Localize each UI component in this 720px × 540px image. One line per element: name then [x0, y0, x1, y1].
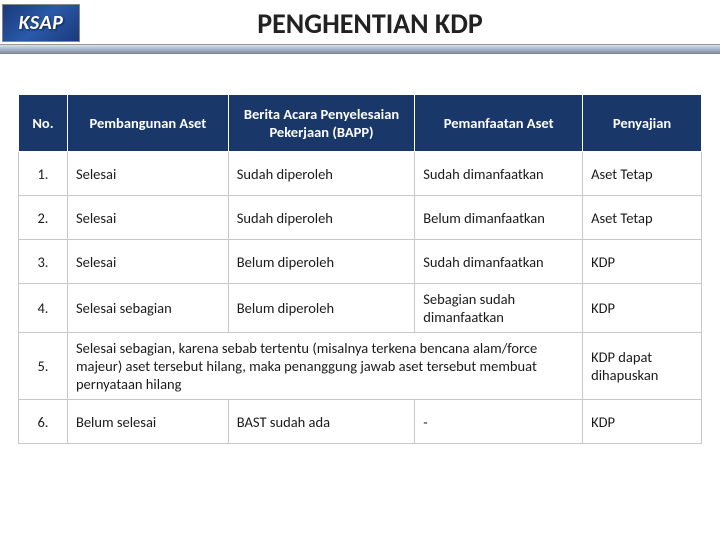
- ksap-logo: KSAP: [2, 4, 80, 42]
- page-title: PENGHENTIAN KDP: [80, 6, 720, 41]
- table-row: 1.SelesaiSudah diperolehSudah dimanfaatk…: [19, 152, 702, 196]
- col-no: No.: [19, 95, 68, 152]
- cell-penyajian: Aset Tetap: [583, 152, 702, 196]
- cell-pembangunan: Selesai: [67, 196, 228, 240]
- col-pembangunan: Pembangunan Aset: [67, 95, 228, 152]
- cell-no: 3.: [19, 240, 68, 284]
- table-container: No. Pembangunan Aset Berita Acara Penyel…: [0, 54, 720, 444]
- cell-pembangunan: Belum selesai: [67, 400, 228, 444]
- table-row: 3.SelesaiBelum diperolehSudah dimanfaatk…: [19, 240, 702, 284]
- table-body: 1.SelesaiSudah diperolehSudah dimanfaatk…: [19, 152, 702, 444]
- table-header-row: No. Pembangunan Aset Berita Acara Penyel…: [19, 95, 702, 152]
- cell-bapp: Sudah diperoleh: [228, 196, 414, 240]
- cell-penyajian: KDP: [583, 284, 702, 333]
- cell-pemanfaatan: Belum dimanfaatkan: [415, 196, 583, 240]
- logo-text: KSAP: [19, 11, 64, 35]
- header-gradient-bar: [0, 44, 720, 54]
- col-pemanfaatan: Pemanfaatan Aset: [415, 95, 583, 152]
- cell-no: 5.: [19, 333, 68, 400]
- cell-pemanfaatan: -: [415, 400, 583, 444]
- cell-pemanfaatan: Sudah dimanfaatkan: [415, 152, 583, 196]
- table-row: 5.Selesai sebagian, karena sebab tertent…: [19, 333, 702, 400]
- col-bapp: Berita Acara Penyelesaian Pekerjaan (BAP…: [228, 95, 414, 152]
- cell-no: 1.: [19, 152, 68, 196]
- cell-no: 2.: [19, 196, 68, 240]
- kdp-table: No. Pembangunan Aset Berita Acara Penyel…: [18, 94, 702, 444]
- table-row: 4.Selesai sebagianBelum diperolehSebagia…: [19, 284, 702, 333]
- cell-pembangunan: Selesai: [67, 152, 228, 196]
- cell-bapp: BAST sudah ada: [228, 400, 414, 444]
- cell-no: 4.: [19, 284, 68, 333]
- header: KSAP PENGHENTIAN KDP: [0, 0, 720, 42]
- cell-penyajian: KDP: [583, 400, 702, 444]
- cell-no: 6.: [19, 400, 68, 444]
- cell-penyajian: KDP: [583, 240, 702, 284]
- table-row: 6.Belum selesaiBAST sudah ada-KDP: [19, 400, 702, 444]
- cell-penyajian: KDP dapat dihapuskan: [583, 333, 702, 400]
- cell-bapp: Belum diperoleh: [228, 240, 414, 284]
- cell-pemanfaatan: Sebagian sudah dimanfaatkan: [415, 284, 583, 333]
- cell-pembangunan: Selesai: [67, 240, 228, 284]
- cell-pembangunan: Selesai sebagian: [67, 284, 228, 333]
- cell-penyajian: Aset Tetap: [583, 196, 702, 240]
- cell-bapp: Belum diperoleh: [228, 284, 414, 333]
- table-row: 2.SelesaiSudah diperolehBelum dimanfaatk…: [19, 196, 702, 240]
- cell-pemanfaatan: Sudah dimanfaatkan: [415, 240, 583, 284]
- cell-bapp: Sudah diperoleh: [228, 152, 414, 196]
- col-penyajian: Penyajian: [583, 95, 702, 152]
- cell-merged: Selesai sebagian, karena sebab tertentu …: [67, 333, 582, 400]
